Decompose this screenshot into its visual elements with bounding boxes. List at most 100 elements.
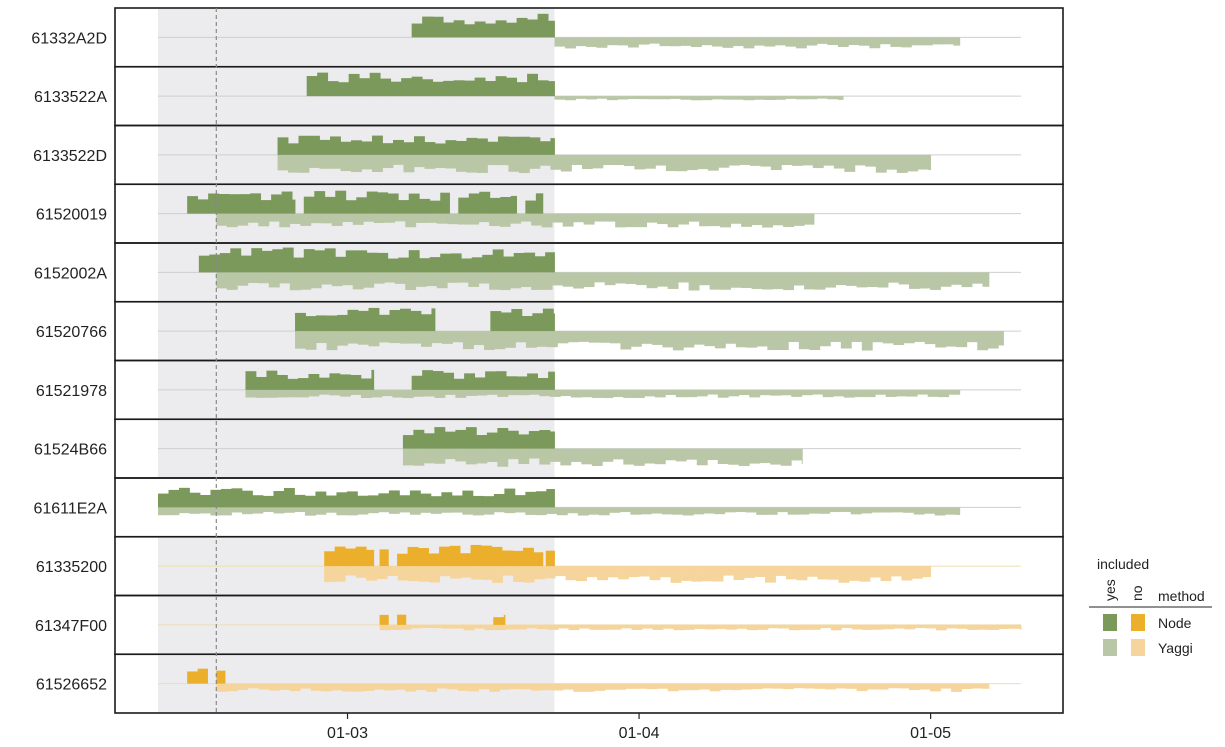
yaggi-61521978-bar (675, 389, 687, 398)
yaggi-6133522D-bar (403, 154, 415, 173)
yaggi-61332A2D-bar (627, 37, 639, 48)
yaggi-61526652-bar (667, 683, 679, 692)
node-61521978-bar (308, 373, 320, 390)
yaggi-61521978-bar (749, 389, 761, 398)
yaggi-61521978-bar (602, 389, 614, 399)
yaggi-6133522A-bar (669, 96, 681, 99)
yaggi-61521978-bar (707, 389, 719, 395)
yaggi-6152002A-bar (888, 272, 899, 283)
node-6133522A-bar (453, 80, 465, 97)
yaggi-61521978-bar (444, 389, 456, 395)
yaggi-61332A2D-bar (806, 37, 818, 46)
node-61521978-bar (474, 377, 486, 390)
yaggi-61526652-bar (814, 683, 826, 689)
yaggi-6133522D-bar (697, 154, 709, 170)
yaggi-61526652-bar (930, 683, 941, 692)
row-label: 61524B66 (34, 442, 107, 459)
yaggi-6133522A-bar (806, 96, 818, 100)
yaggi-61347F00-bar (788, 624, 800, 631)
yaggi-61520766-bar (977, 331, 989, 351)
yaggi-61335200-bar (744, 566, 755, 578)
yaggi-6133522D-bar (865, 154, 877, 167)
node-61611E2A-bar (158, 493, 169, 508)
node-6133522A-bar (380, 78, 392, 97)
yaggi-61611E2A-bar (714, 507, 726, 515)
node-61520019-bar (197, 199, 209, 214)
yaggi-6133522D-bar (917, 154, 929, 170)
yaggi-6133522D-bar (760, 154, 772, 167)
yaggi-61521978-bar (423, 389, 435, 397)
yaggi-61611E2A-bar (252, 507, 264, 514)
yaggi-61526652-bar (636, 683, 648, 689)
yaggi-61347F00-bar (946, 624, 958, 629)
node-61521978-bar (506, 376, 518, 390)
yaggi-61611E2A-bar (934, 507, 946, 516)
yaggi-61347F00-bar (820, 624, 832, 629)
yaggi-61521978-bar (791, 389, 803, 397)
yaggi-61520766-bar (882, 331, 894, 344)
yaggi-61332A2D-bar (575, 37, 587, 47)
yaggi-61332A2D-bar (837, 37, 849, 47)
yaggi-6133522D-bar (309, 154, 320, 168)
node-61520019-bar (489, 197, 501, 214)
yaggi-61524B66-bar (770, 448, 782, 465)
yaggi-61521978-bar (728, 389, 740, 397)
yaggi-61521978-bar (581, 389, 593, 398)
x-tick-label: 01-05 (910, 725, 951, 742)
yaggi-6133522D-bar (382, 154, 394, 169)
yaggi-61520019-bar (268, 213, 280, 222)
yaggi-61520019-bar (226, 213, 238, 228)
yaggi-6152002A-bar (741, 272, 753, 288)
yaggi-6152002A-bar (825, 272, 836, 288)
node-61611E2A-bar (525, 491, 537, 508)
node-61521978-bar (495, 371, 507, 390)
yaggi-61611E2A-bar (598, 507, 610, 516)
yaggi-61335200-bar (555, 566, 566, 577)
node-6133522A-bar (443, 80, 455, 97)
node-61611E2A-bar (178, 487, 190, 508)
yaggi-61347F00-bar (694, 624, 706, 629)
yaggi-61335200-bar (691, 566, 703, 582)
yaggi-61335200-bar (817, 566, 829, 580)
yaggi-61611E2A-bar (304, 507, 316, 516)
yaggi-6133522A-bar (701, 96, 713, 101)
yaggi-61520766-bar (704, 331, 716, 347)
yaggi-61611E2A-bar (703, 507, 715, 514)
yaggi-6152002A-bar (562, 272, 574, 287)
yaggi-6133522D-bar (707, 154, 719, 171)
yaggi-61335200-bar (387, 566, 399, 576)
yaggi-61520019-bar (237, 213, 249, 226)
node-61335200-bar (449, 545, 461, 567)
yaggi-6152002A-bar (615, 272, 627, 284)
yaggi-61526652-bar (247, 683, 259, 689)
yaggi-61335200-bar (576, 566, 587, 582)
node-61611E2A-bar (462, 490, 474, 508)
node-61524B66-bar (539, 430, 551, 449)
node-61335200-bar (523, 547, 534, 567)
yaggi-61520766-bar (924, 331, 936, 345)
yaggi-61335200-bar (618, 566, 629, 580)
node-61347F00-bar (397, 614, 407, 625)
yaggi-61524B66-bar (497, 448, 509, 467)
yaggi-61611E2A-bar (882, 507, 894, 513)
yaggi-61611E2A-bar (903, 507, 915, 513)
yaggi-61520766-bar (662, 331, 674, 348)
yaggi-61524B66-bar (623, 448, 635, 465)
node-61520019-bar (500, 196, 512, 214)
yaggi-6133522A-bar (774, 96, 786, 100)
node-6133522A-bar (359, 78, 371, 97)
yaggi-61611E2A-bar (630, 507, 642, 515)
yaggi-61347F00-bar (453, 624, 464, 629)
yaggi-6152002A-bar (594, 272, 606, 283)
node-61524B66-bar (413, 429, 425, 449)
node-6152002A-bar (240, 255, 252, 273)
yaggi-61520766-bar (693, 331, 705, 345)
yaggi-61611E2A-bar (367, 507, 379, 514)
yaggi-6152002A-bar (709, 272, 721, 290)
node-6152002A-bar (293, 257, 305, 273)
node-61520019-bar (324, 196, 336, 214)
yaggi-61347F00-bar (872, 624, 884, 630)
node-6133522D-bar (298, 135, 310, 155)
yaggi-61332A2D-bar (764, 37, 776, 47)
yaggi-6133522D-bar (319, 154, 331, 169)
